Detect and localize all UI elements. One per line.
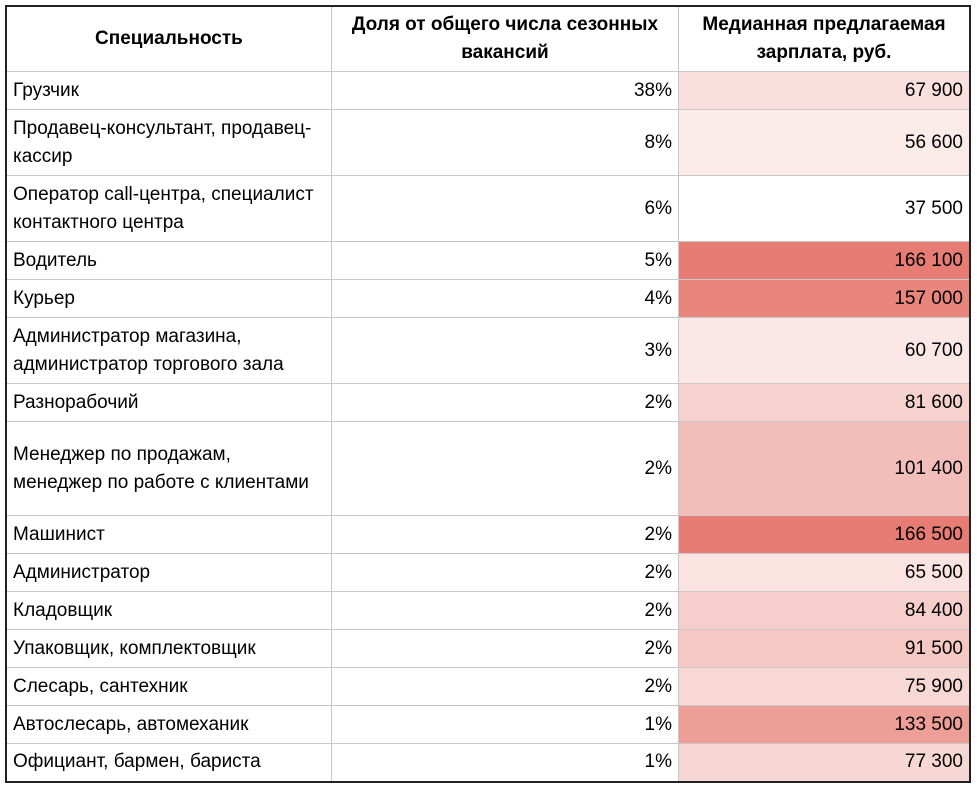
specialty-cell: Кладовщик (5, 591, 332, 630)
table-row: Курьер 4% 157 000 (5, 279, 971, 318)
table-row: Официант, бармен, бариста 1% 77 300 (5, 743, 971, 782)
share-cell: 2% (330, 553, 680, 592)
salary-cell: 65 500 (678, 553, 971, 592)
specialty-cell: Курьер (5, 279, 332, 318)
table-row: Администратор 2% 65 500 (5, 553, 971, 592)
table-row: Кладовщик 2% 84 400 (5, 591, 971, 630)
specialty-cell: Машинист (5, 515, 332, 554)
salary-cell: 101 400 (678, 421, 971, 516)
salary-cell: 91 500 (678, 629, 971, 668)
table-row: Менеджер по продажам, менеджер по работе… (5, 421, 971, 516)
specialty-cell: Упаковщик, комплектовщик (5, 629, 332, 668)
salary-table: Специальность Доля от общего числа сезон… (5, 5, 971, 783)
share-cell: 2% (330, 383, 680, 422)
share-cell: 6% (330, 175, 680, 242)
specialty-cell: Администратор магазина, администратор то… (5, 317, 332, 384)
table-row: Машинист 2% 166 500 (5, 515, 971, 554)
specialty-cell: Автослесарь, автомеханик (5, 705, 332, 744)
share-cell: 4% (330, 279, 680, 318)
specialty-cell: Слесарь, сантехник (5, 667, 332, 706)
specialty-cell: Администратор (5, 553, 332, 592)
header-specialty: Специальность (5, 5, 332, 72)
share-cell: 3% (330, 317, 680, 384)
share-cell: 2% (330, 667, 680, 706)
share-cell: 8% (330, 109, 680, 176)
header-share: Доля от общего числа сезонных вакансий (330, 5, 680, 72)
salary-cell: 166 100 (678, 241, 971, 280)
salary-cell: 81 600 (678, 383, 971, 422)
specialty-cell: Разнорабочий (5, 383, 332, 422)
share-cell: 2% (330, 515, 680, 554)
share-cell: 1% (330, 705, 680, 744)
header-row: Специальность Доля от общего числа сезон… (5, 5, 971, 72)
share-cell: 2% (330, 421, 680, 516)
specialty-cell: Грузчик (5, 71, 332, 110)
header-salary: Медианная предлагаемая зарплата, руб. (678, 5, 971, 72)
salary-cell: 67 900 (678, 71, 971, 110)
salary-cell: 60 700 (678, 317, 971, 384)
specialty-cell: Оператор call-центра, специалист контакт… (5, 175, 332, 242)
salary-cell: 77 300 (678, 743, 971, 782)
table-row: Грузчик 38% 67 900 (5, 71, 971, 110)
share-cell: 2% (330, 591, 680, 630)
share-cell: 1% (330, 743, 680, 782)
specialty-cell: Менеджер по продажам, менеджер по работе… (5, 421, 332, 516)
specialty-cell: Продавец-консультант, продавец-кассир (5, 109, 332, 176)
table-row: Упаковщик, комплектовщик 2% 91 500 (5, 629, 971, 668)
salary-cell: 166 500 (678, 515, 971, 554)
salary-cell: 84 400 (678, 591, 971, 630)
salary-cell: 37 500 (678, 175, 971, 242)
table-row: Администратор магазина, администратор то… (5, 317, 971, 384)
table-row: Автослесарь, автомеханик 1% 133 500 (5, 705, 971, 744)
salary-cell: 75 900 (678, 667, 971, 706)
table-row: Разнорабочий 2% 81 600 (5, 383, 971, 422)
table-row: Слесарь, сантехник 2% 75 900 (5, 667, 971, 706)
share-cell: 2% (330, 629, 680, 668)
share-cell: 5% (330, 241, 680, 280)
specialty-cell: Официант, бармен, бариста (5, 743, 332, 782)
table-row: Продавец-консультант, продавец-кассир 8% 5… (5, 109, 971, 176)
salary-cell: 56 600 (678, 109, 971, 176)
salary-cell: 133 500 (678, 705, 971, 744)
specialty-cell: Водитель (5, 241, 332, 280)
table-row: Оператор call-центра, специалист контакт… (5, 175, 971, 242)
table-row: Водитель 5% 166 100 (5, 241, 971, 280)
salary-cell: 157 000 (678, 279, 971, 318)
share-cell: 38% (330, 71, 680, 110)
